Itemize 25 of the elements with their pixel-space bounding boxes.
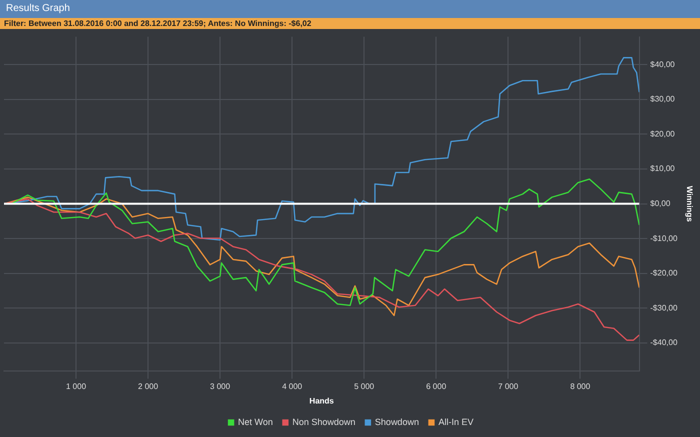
- x-tick-label: 1 000: [66, 382, 87, 391]
- x-tick-label: 2 000: [138, 382, 159, 391]
- x-tick-label: 8 000: [570, 382, 591, 391]
- y-tick-label: $10,00: [650, 164, 676, 174]
- y-tick-label: $30,00: [650, 94, 676, 104]
- x-tick-label: 5 000: [354, 382, 375, 391]
- x-tick-label: 6 000: [426, 382, 447, 391]
- legend-label: Net Won: [238, 416, 273, 427]
- y-tick-label: $40,00: [650, 60, 676, 69]
- chart-subtitle: Filter: Between 31.08.2016 0:00 and 28.12.2017 23:59; Antes: No Winnings: -$6,02: [0, 18, 700, 29]
- legend-label: All-In EV: [438, 416, 474, 427]
- legend-label: Showdown: [374, 416, 419, 427]
- y-tick-label: -$20,00: [650, 268, 678, 278]
- legend-label: Non Showdown: [292, 416, 356, 427]
- x-tick-label: 3 000: [210, 382, 231, 391]
- x-tick-label: 4 000: [282, 382, 303, 391]
- y-tick-label: -$10,00: [650, 234, 678, 243]
- x-tick-label: 7 000: [498, 382, 519, 391]
- chart-title: Results Graph: [0, 0, 700, 18]
- y-tick-label: -$40,00: [650, 338, 678, 348]
- y-tick-label: $0,00: [650, 199, 671, 208]
- y-axis-title: Winnings: [684, 186, 694, 222]
- y-tick-label: -$30,00: [650, 303, 678, 312]
- x-axis-title: Hands: [309, 396, 334, 406]
- y-tick-label: $20,00: [650, 129, 676, 138]
